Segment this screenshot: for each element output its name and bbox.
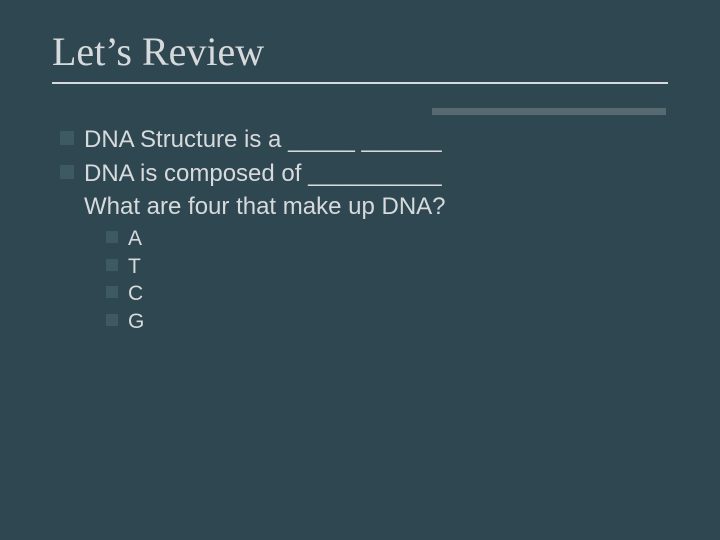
square-bullet-icon: [60, 165, 74, 179]
square-bullet-icon: [106, 231, 118, 243]
bullet-text: DNA is composed of __________: [84, 158, 442, 190]
sub-bullet-item: T: [106, 253, 668, 281]
title-underline: [52, 82, 668, 84]
sub-bullet-text: T: [128, 253, 141, 281]
sub-bullet-item: A: [106, 225, 668, 253]
slide-body: DNA Structure is a _____ ______ DNA is c…: [60, 124, 668, 336]
square-bullet-icon: [106, 259, 118, 271]
bullet-text: DNA Structure is a _____ ______: [84, 124, 442, 156]
square-bullet-icon: [60, 131, 74, 145]
slide: Let’s Review DNA Structure is a _____ __…: [0, 0, 720, 540]
bullet-continuation: What are four that make up DNA?: [84, 191, 668, 223]
sub-bullet-text: C: [128, 280, 143, 308]
sub-bullet-text: G: [128, 308, 144, 336]
square-bullet-icon: [106, 314, 118, 326]
bullet-item: DNA Structure is a _____ ______: [60, 124, 668, 156]
sub-bullet-text: A: [128, 225, 142, 253]
sub-bullet-list: A T C G: [106, 225, 668, 336]
sub-bullet-item: C: [106, 280, 668, 308]
square-bullet-icon: [106, 286, 118, 298]
accent-bar: [432, 108, 666, 115]
sub-bullet-item: G: [106, 308, 668, 336]
bullet-item: DNA is composed of __________: [60, 158, 668, 190]
slide-title: Let’s Review: [52, 30, 668, 74]
